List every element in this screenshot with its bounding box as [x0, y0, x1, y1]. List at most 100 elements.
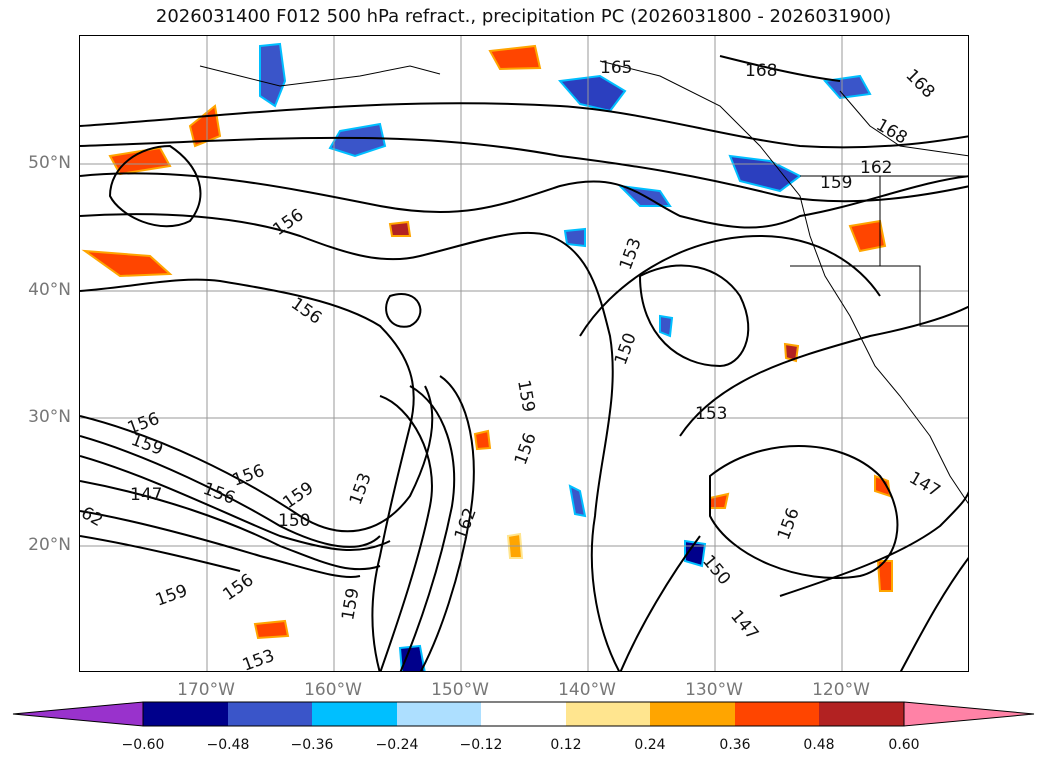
contour-label: 147: [130, 485, 162, 505]
colorbar-extend-low: [12, 701, 144, 727]
colorbar-segment: [819, 702, 904, 726]
colorbar-tick-label: 0.24: [634, 737, 666, 753]
colorbar-tick-label: −0.60: [121, 737, 165, 753]
precip-blob-positive: [709, 492, 730, 509]
colorbar-tick-label: −0.12: [459, 737, 503, 753]
colorbar: [12, 701, 1035, 727]
contour-line: [80, 102, 968, 149]
contour-line: [80, 455, 391, 551]
contour-label: 156: [774, 505, 804, 542]
contour-label: 159: [338, 586, 363, 621]
contour-line: [679, 305, 968, 437]
contour-label: 159: [513, 378, 538, 413]
contour-label: 153: [695, 404, 727, 424]
colorbar-segment: [566, 702, 650, 726]
contour-label: 147: [906, 468, 944, 502]
precip-blob-positive: [473, 429, 492, 451]
precip-blob-negative: [568, 484, 587, 518]
contour-label: 159: [279, 478, 317, 513]
precip-blob-negative: [328, 122, 387, 158]
contour-label: 156: [269, 205, 307, 240]
contour-label: 168: [873, 115, 911, 149]
lat-label-50n: 50°N: [28, 153, 71, 173]
contour-label: 159: [153, 581, 190, 611]
colorbar-extend-high: [903, 701, 1035, 727]
contour-label: 147: [726, 606, 762, 644]
lon-label-170w: 170°W: [177, 680, 235, 700]
contour-label: 162: [860, 158, 892, 178]
colorbar-tick-label: 0.48: [803, 737, 835, 753]
graticule: [80, 36, 968, 671]
precip-blob-positive: [388, 220, 412, 237]
precip-blob-positive: [783, 342, 800, 363]
contour-line: [619, 535, 701, 671]
contour-label: 156: [287, 294, 325, 329]
contour-line: [80, 435, 381, 548]
lon-label-130w: 130°W: [685, 680, 743, 700]
precip-blob-positive: [253, 619, 290, 640]
contour-line: [419, 375, 475, 671]
map-canvas: 165 168 168 168 162 159 156 156 153 150 …: [80, 36, 968, 672]
contour-line: [719, 55, 841, 82]
contour-line: [579, 234, 881, 337]
precip-blob-negative: [659, 314, 674, 338]
contour-line: [399, 385, 456, 671]
lon-label-140w: 140°W: [558, 680, 616, 700]
precip-blob-negative: [558, 74, 627, 113]
refractivity-contours: [80, 55, 968, 671]
contour-line: [779, 491, 968, 597]
colorbar-segment: [481, 702, 566, 726]
precip-blob-positive: [876, 560, 893, 592]
contour-line: [899, 557, 968, 671]
precip-blob-negative: [563, 227, 586, 248]
lat-label-20n: 20°N: [28, 535, 71, 555]
state-border: [879, 176, 968, 327]
precip-blob-positive: [488, 44, 542, 71]
contour-label: 162: [451, 505, 481, 542]
lon-label-150w: 150°W: [431, 680, 489, 700]
contour-line: [108, 144, 202, 228]
precip-blob-negative: [259, 42, 287, 108]
contour-label: 156: [511, 430, 541, 467]
colorbar-tick-label: −0.24: [375, 737, 419, 753]
lon-label-120w: 120°W: [812, 680, 870, 700]
contour-line: [639, 264, 750, 368]
lat-label-30n: 30°N: [28, 407, 71, 427]
colorbar-tick-label: 0.36: [719, 737, 751, 753]
precip-blobs: [81, 42, 893, 671]
contour-line: [80, 172, 968, 229]
contour-labels: 165 168 168 168 162 159 156 156 153 150 …: [80, 58, 944, 672]
colorbar-segment: [143, 702, 228, 726]
contour-label: 62: [80, 503, 106, 531]
coastlines: [199, 60, 968, 504]
contour-line: [80, 213, 621, 671]
colorbar-segment: [735, 702, 819, 726]
colorbar-tick-label: 0.12: [550, 737, 582, 753]
lat-label-40n: 40°N: [28, 280, 71, 300]
map-panel: 165 168 168 168 162 159 156 156 153 150 …: [79, 35, 969, 672]
contour-line: [80, 480, 381, 571]
border-line: [839, 90, 968, 157]
colorbar-segment: [650, 702, 735, 726]
precip-blob-negative: [398, 644, 426, 671]
precip-blob-positive: [848, 219, 887, 253]
contour-label: 168: [745, 61, 777, 81]
colorbar-segment: [228, 702, 312, 726]
contour-label: 165: [600, 58, 632, 78]
contour-line: [80, 510, 361, 578]
contour-line: [709, 445, 899, 579]
precip-blob-negative: [684, 539, 707, 568]
colorbar-segment: [397, 702, 481, 726]
colorbar-segment: [312, 702, 397, 726]
contour-label: 156: [219, 570, 257, 605]
coastline-north-america: [599, 60, 968, 504]
contour-label: 159: [820, 173, 852, 193]
contour-line: [379, 395, 433, 671]
contour-label: 168: [901, 65, 938, 102]
precip-blob-positive: [81, 249, 173, 278]
contour-label: 150: [278, 511, 310, 531]
lon-label-160w: 160°W: [304, 680, 362, 700]
colorbar-tick-label: 0.60: [888, 737, 920, 753]
contour-line: [385, 293, 422, 328]
contour-label: 153: [240, 646, 277, 672]
